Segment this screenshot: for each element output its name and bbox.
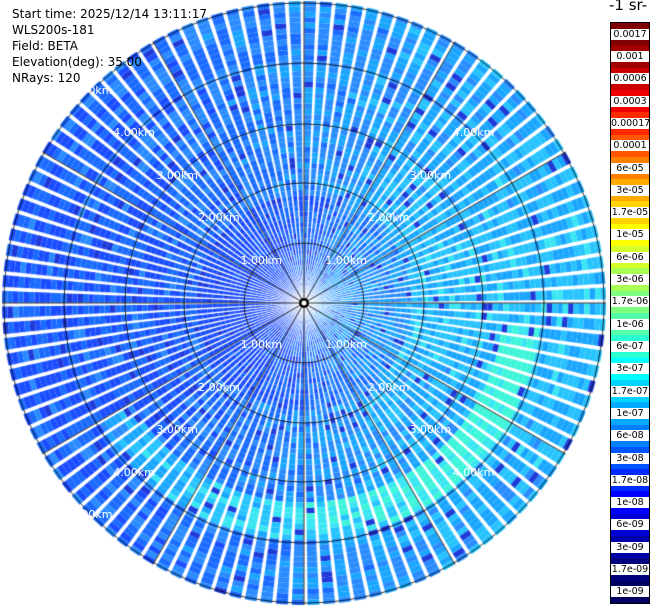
range-ring-label: 4.00km [113,126,155,140]
colorbar-tick-label: 1.7e-08 [611,474,649,486]
range-ring-label: 2.00km [367,380,410,394]
elevation-label: Elevation(deg): 35.00 [12,55,142,69]
colorbar-tick-label: 0.0017 [611,28,649,40]
colorbar-tick-label: 1.7e-09 [611,564,649,576]
range-ring-label: 1.00km [240,253,283,267]
range-ring-label: 1.00km [325,338,367,352]
colorbar-tick-label: 6e-08 [611,430,649,442]
colorbar-tick-label: 6e-06 [611,251,649,263]
colorbar-tick-label: 0.00017 [611,117,650,129]
field-label: Field: BETA [12,39,78,53]
colorbar-tick-label: 0.0003 [611,95,649,107]
nrays-label: NRays: 120 [12,71,81,85]
range-ring-label: 2.00km [198,380,240,394]
colorbar-tick-label: 6e-09 [611,519,649,531]
colorbar-tick-label: 3e-08 [611,452,649,464]
range-ring-label: 2.00km [367,211,410,225]
start-time-label: Start time: 2025/12/14 13:11:17 [12,7,207,21]
colorbar-tick-label: 1.7e-05 [611,207,649,219]
range-ring-label: 4.00km [452,126,495,140]
range-ring-label: 3.00km [409,169,452,183]
colorbar-tick-label: 1e-08 [611,497,649,509]
colorbar-tick-label: 6e-05 [611,162,649,174]
range-ring-label: 2.00km [198,211,240,225]
colorbar-tick-label: 1.7e-07 [611,385,649,397]
range-ring-label: 1.00km [240,338,283,352]
range-ring-label: 5.00km [70,83,113,97]
colorbar-tick-label: 0.001 [611,50,649,62]
colorbar-tick-label: 1e-07 [611,407,649,419]
colorbar-tick-label: 1e-09 [611,586,649,598]
colorbar-tick-label: 6e-07 [611,340,649,352]
colorbar-tick-label: 0.0006 [611,73,649,85]
range-ring-label: 3.00km [409,422,452,436]
colorbar-tick-label: 3e-07 [611,363,649,375]
colorbar-tick-label: 3e-09 [611,541,649,553]
colorbar-tick-label: 3e-05 [611,184,649,196]
colorbar: 0.0017 0.001 0.0006 0.0003 0.00017 0.0001 6e-0… [610,22,650,604]
colorbar-title: -1 sr- [609,0,648,14]
range-ring-label: 3.00km [156,422,198,436]
colorbar-tick-label: 1e-06 [611,318,649,330]
instrument-label: WLS200s-181 [12,23,95,37]
range-ring-label: 4.00km [452,465,495,479]
colorbar-tick-label: 3e-06 [611,274,649,286]
colorbar-tick-label: 1e-05 [611,229,649,241]
colorbar-tick-label: 1.7e-06 [611,296,649,308]
range-ring-label: 4.00km [113,465,155,479]
range-ring-label: 5.00km [70,508,113,522]
colorbar-tick-label: 0.0001 [611,140,649,152]
range-ring-label: 1.00km [325,253,367,267]
ppi-scan-plot [0,0,610,610]
range-ring-label: 3.00km [156,169,198,183]
